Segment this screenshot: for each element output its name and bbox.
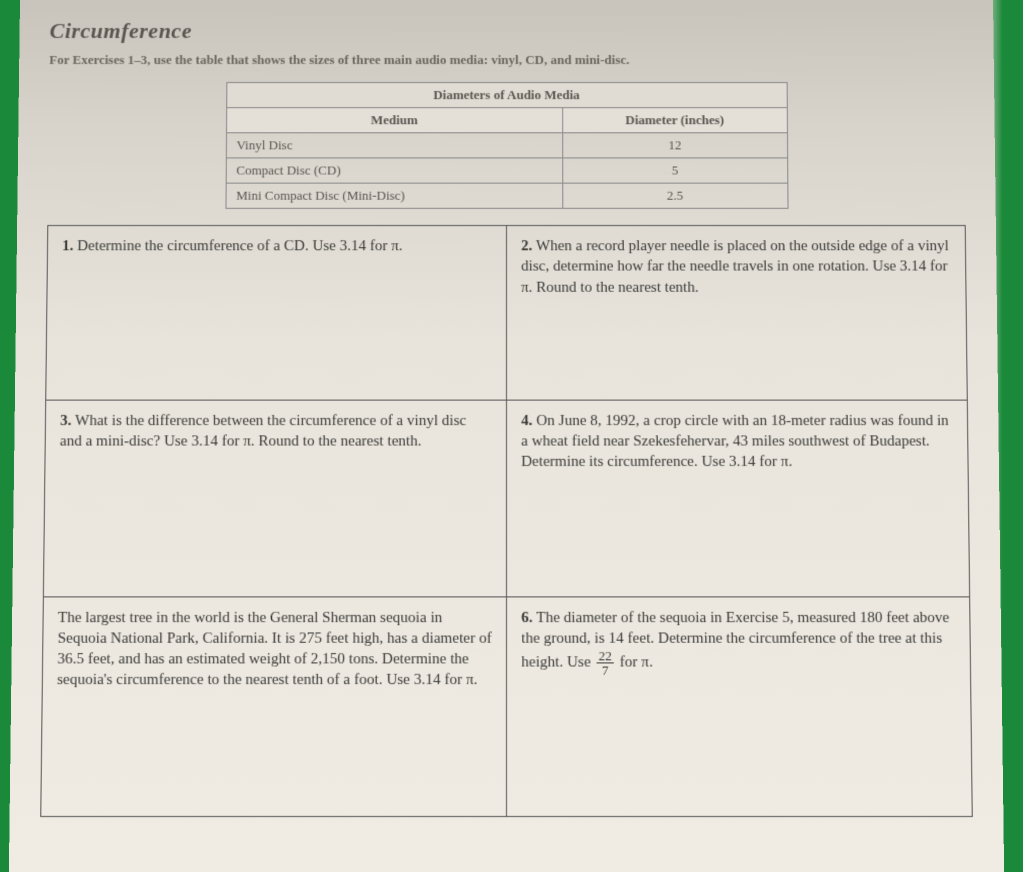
page-title: Circumference xyxy=(49,18,963,44)
question-cell-4: 4. On June 8, 1992, a crop circle with a… xyxy=(507,400,970,597)
fraction: 227 xyxy=(597,649,614,677)
question-cell-1: 1. Determine the circumference of a CD. … xyxy=(46,226,507,400)
question-text: When a record player needle is placed on… xyxy=(521,238,949,295)
question-cell-5: The largest tree in the world is the Gen… xyxy=(41,596,507,816)
question-number: 1. xyxy=(62,238,74,254)
question-text: The diameter of the sequoia in Exercise … xyxy=(521,609,949,670)
question-number: 3. xyxy=(60,413,72,429)
question-number: 6. xyxy=(521,609,532,625)
cell-diameter: 2.5 xyxy=(563,183,788,208)
cell-medium: Compact Disc (CD) xyxy=(226,158,563,183)
question-text: Determine the circumference of a CD. Use… xyxy=(77,238,402,254)
question-text: for π. xyxy=(616,654,653,671)
fraction-numerator: 22 xyxy=(597,649,614,663)
table-header: Diameters of Audio Media xyxy=(226,83,787,108)
question-cell-6: 6. The diameter of the sequoia in Exerci… xyxy=(507,596,973,816)
cell-medium: Vinyl Disc xyxy=(226,133,563,158)
col-diameter: Diameter (inches) xyxy=(563,108,787,133)
question-number: 2. xyxy=(521,238,532,254)
cell-diameter: 12 xyxy=(563,133,788,158)
worksheet-page: Circumference For Exercises 1–3, use the… xyxy=(9,0,1004,872)
col-medium: Medium xyxy=(226,108,563,133)
question-cell-2: 2. When a record player needle is placed… xyxy=(507,226,968,400)
question-text: The largest tree in the world is the Gen… xyxy=(57,609,492,688)
question-text: On June 8, 1992, a crop circle with an 1… xyxy=(521,413,949,471)
table-row: Mini Compact Disc (Mini-Disc) 2.5 xyxy=(225,183,787,208)
instructions-text: For Exercises 1–3, use the table that sh… xyxy=(49,52,964,68)
question-number: 4. xyxy=(521,413,532,429)
cell-diameter: 5 xyxy=(563,158,788,183)
question-text: What is the difference between the circu… xyxy=(60,413,467,450)
audio-media-table: Diameters of Audio Media Medium Diameter… xyxy=(225,82,788,209)
cell-medium: Mini Compact Disc (Mini-Disc) xyxy=(225,183,562,208)
table-row: Vinyl Disc 12 xyxy=(226,133,787,158)
question-cell-3: 3. What is the difference between the ci… xyxy=(43,400,506,597)
table-row: Compact Disc (CD) 5 xyxy=(226,158,788,183)
questions-grid: 1. Determine the circumference of a CD. … xyxy=(40,225,973,816)
fraction-denominator: 7 xyxy=(597,663,614,676)
